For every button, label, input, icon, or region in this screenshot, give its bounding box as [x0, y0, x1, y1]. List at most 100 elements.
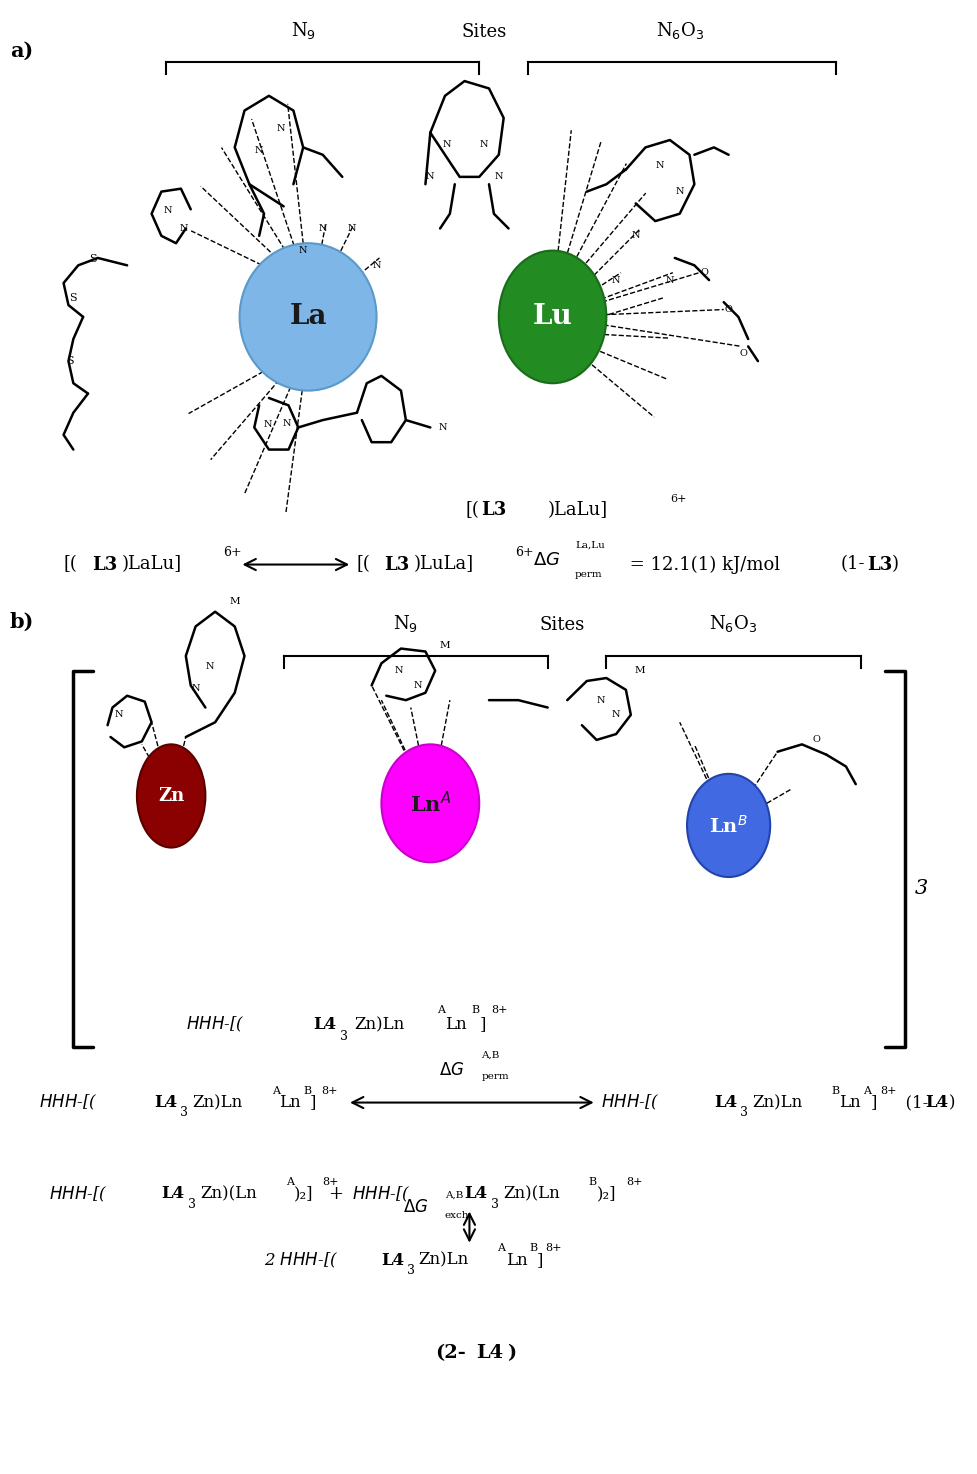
Text: [(: [( — [465, 501, 479, 519]
Text: perm: perm — [481, 1072, 508, 1080]
Ellipse shape — [686, 774, 770, 877]
Text: La,Lu: La,Lu — [574, 541, 604, 550]
Text: perm: perm — [574, 570, 602, 579]
Text: L4: L4 — [924, 1094, 948, 1111]
Text: L4: L4 — [161, 1185, 185, 1203]
Text: N: N — [191, 684, 199, 693]
Text: S: S — [69, 293, 77, 302]
Text: M: M — [440, 641, 449, 650]
Text: N: N — [264, 420, 272, 429]
Text: N: N — [395, 666, 403, 675]
Text: A: A — [285, 1178, 293, 1187]
Text: La: La — [289, 304, 326, 330]
Text: Zn: Zn — [158, 787, 184, 805]
Text: N: N — [164, 206, 172, 215]
Ellipse shape — [381, 744, 479, 862]
Text: L3: L3 — [867, 556, 892, 573]
Text: L3: L3 — [384, 556, 409, 573]
Text: exch: exch — [445, 1210, 469, 1220]
Ellipse shape — [137, 744, 205, 848]
Text: B: B — [529, 1244, 536, 1253]
Text: N: N — [348, 224, 356, 233]
Text: $\Delta G$: $\Delta G$ — [439, 1061, 464, 1079]
Text: Zn)Ln: Zn)Ln — [354, 1016, 404, 1033]
Text: 8+: 8+ — [545, 1244, 562, 1253]
Text: )LaLu]: )LaLu] — [121, 556, 181, 573]
Text: (1-: (1- — [894, 1094, 927, 1111]
Text: 3: 3 — [406, 1265, 414, 1276]
Text: L4: L4 — [154, 1094, 178, 1111]
Text: 3: 3 — [180, 1107, 188, 1119]
Text: $HHH$-[(: $HHH$-[( — [39, 1092, 98, 1113]
Text: ): ) — [506, 1344, 515, 1362]
Text: O: O — [812, 736, 820, 744]
Text: Ln: Ln — [838, 1094, 860, 1111]
Text: ): ) — [891, 556, 898, 573]
Text: N: N — [426, 172, 434, 181]
Text: N$_6$O$_3$: N$_6$O$_3$ — [655, 21, 703, 41]
Text: Zn)(Ln: Zn)(Ln — [200, 1185, 257, 1203]
Text: )₂]: )₂] — [596, 1185, 616, 1203]
Text: +: + — [327, 1185, 342, 1203]
Text: $HHH$-[(: $HHH$-[( — [352, 1184, 410, 1204]
Text: A: A — [437, 1005, 445, 1014]
Ellipse shape — [239, 243, 376, 391]
Text: N: N — [299, 246, 307, 255]
Text: 6+: 6+ — [515, 547, 533, 559]
Text: N: N — [180, 224, 188, 233]
Text: a): a) — [10, 41, 33, 62]
Text: = 12.1(1) kJ/mol: = 12.1(1) kJ/mol — [623, 556, 780, 573]
Text: $HHH$-[(: $HHH$-[( — [601, 1092, 659, 1113]
Text: N: N — [413, 681, 421, 690]
Text: (2-: (2- — [435, 1344, 465, 1362]
Text: Zn)Ln: Zn)Ln — [418, 1251, 468, 1269]
Text: L4: L4 — [476, 1344, 503, 1362]
Text: 8+: 8+ — [879, 1086, 896, 1095]
Text: ]: ] — [479, 1016, 486, 1033]
Text: M: M — [634, 666, 644, 675]
Text: $\Delta G$: $\Delta G$ — [403, 1200, 428, 1216]
Text: N: N — [439, 423, 446, 432]
Text: N: N — [494, 172, 502, 181]
Text: Ln: Ln — [445, 1016, 466, 1033]
Text: S: S — [66, 357, 74, 366]
Text: Zn)Ln: Zn)Ln — [192, 1094, 242, 1111]
Text: A: A — [496, 1244, 504, 1253]
Text: N: N — [631, 231, 639, 240]
Text: N: N — [612, 710, 619, 719]
Text: 3: 3 — [188, 1198, 195, 1210]
Text: B: B — [303, 1086, 311, 1095]
Text: 6+: 6+ — [223, 547, 241, 559]
Text: )LuLa]: )LuLa] — [413, 556, 473, 573]
Text: O: O — [724, 305, 732, 314]
Text: A: A — [272, 1086, 279, 1095]
Text: [(: [( — [64, 556, 77, 573]
Text: ]: ] — [536, 1251, 543, 1269]
Text: L3: L3 — [92, 556, 117, 573]
Text: $\Delta G$: $\Delta G$ — [532, 551, 560, 569]
Text: 3: 3 — [490, 1198, 498, 1210]
Text: ]: ] — [870, 1094, 876, 1111]
Text: N: N — [480, 140, 488, 149]
Text: B: B — [588, 1178, 596, 1187]
Text: Sites: Sites — [539, 616, 584, 634]
Text: L4: L4 — [464, 1185, 488, 1203]
Text: 6+: 6+ — [669, 494, 686, 504]
Text: )LaLu]: )LaLu] — [547, 501, 607, 519]
Text: Ln: Ln — [505, 1251, 527, 1269]
Text: )₂]: )₂] — [293, 1185, 313, 1203]
Text: Zn)Ln: Zn)Ln — [751, 1094, 801, 1111]
Text: N: N — [665, 276, 673, 284]
Text: Lu: Lu — [532, 304, 572, 330]
Text: N: N — [115, 710, 123, 719]
Text: Ln$^A$: Ln$^A$ — [409, 790, 450, 817]
Text: 8+: 8+ — [490, 1005, 507, 1014]
Text: 8+: 8+ — [322, 1178, 339, 1187]
Text: L3: L3 — [481, 501, 506, 519]
Text: N: N — [675, 187, 683, 196]
Text: N: N — [656, 161, 663, 170]
Text: Ln: Ln — [278, 1094, 300, 1111]
Text: N: N — [319, 224, 326, 233]
Text: Ln$^B$: Ln$^B$ — [708, 815, 747, 836]
Text: ): ) — [948, 1094, 955, 1111]
